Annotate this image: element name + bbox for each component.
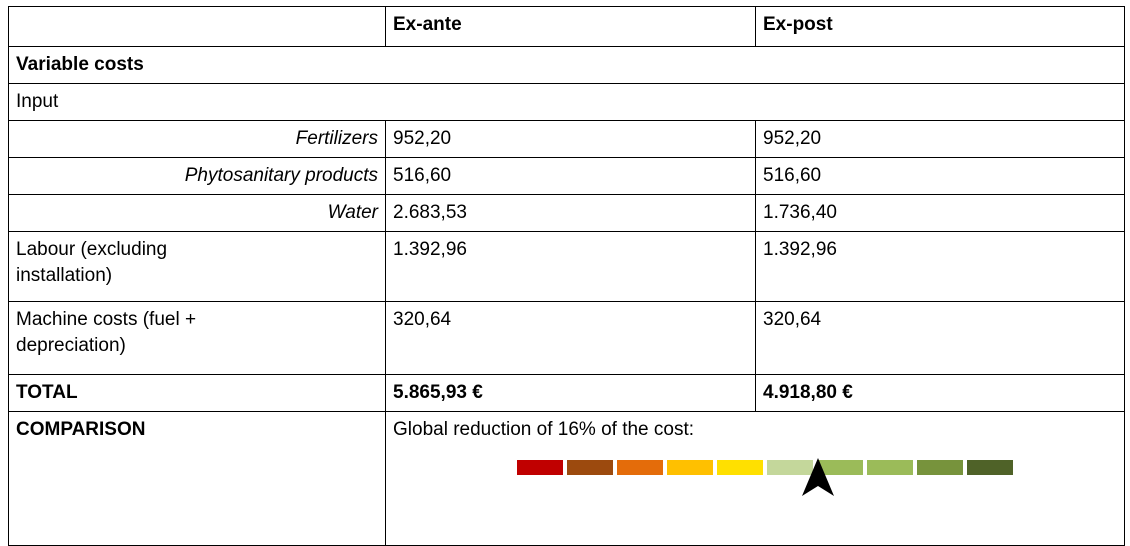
row-label: Machine costs (fuel + depreciation) [8, 301, 386, 375]
row-label: Fertilizers [8, 120, 386, 158]
column-header: Ex-ante [385, 6, 756, 47]
comparison-row: COMPARISON Global reduction of 16% of th… [8, 411, 1125, 546]
cell: 952,20 [385, 120, 756, 158]
row: Phytosanitary products 516,60 516,60 [8, 157, 1125, 195]
scale-segment [717, 460, 763, 475]
cell: 4.918,80 € [755, 374, 1125, 412]
cell: 952,20 [755, 120, 1125, 158]
section-row: Variable costs [8, 46, 1125, 84]
row: Fertilizers 952,20 952,20 [8, 120, 1125, 158]
group-row: Input [8, 83, 1125, 121]
scale-segment [817, 460, 863, 475]
row-label: TOTAL [8, 374, 386, 412]
cell: 320,64 [385, 301, 756, 375]
cell: 516,60 [385, 157, 756, 195]
scale-segment [517, 460, 563, 475]
row-label-text: Machine costs (fuel + depreciation) [16, 309, 197, 356]
scale-segment [967, 460, 1013, 475]
arrow-head [802, 458, 834, 496]
cost-table: Ex-ante Ex-post Variable costs Input Fer… [8, 6, 1125, 546]
row-label: Phytosanitary products [8, 157, 386, 195]
cell: 1.736,40 [755, 194, 1125, 232]
comparison-text: Global reduction of 16% of the cost: [385, 411, 1125, 546]
row-label-text: Labour (excluding installation) [16, 239, 168, 286]
column-header: Ex-post [755, 6, 1125, 47]
row: Labour (excluding installation) 1.392,96… [8, 231, 1125, 302]
row-label: Labour (excluding installation) [8, 231, 386, 302]
scale-segment [867, 460, 913, 475]
cell: 516,60 [755, 157, 1125, 195]
cell: 1.392,96 [755, 231, 1125, 302]
section-label: Variable costs [8, 46, 1125, 84]
scale-segment [767, 460, 813, 475]
empty-cell [8, 6, 386, 47]
cell: 1.392,96 [385, 231, 756, 302]
scale-segment [917, 460, 963, 475]
scale-segment [667, 460, 713, 475]
scale-segment [567, 460, 613, 475]
page: Ex-ante Ex-post Variable costs Input Fer… [8, 6, 1125, 546]
total-row: TOTAL 5.865,93 € 4.918,80 € [8, 374, 1125, 412]
row: Machine costs (fuel + depreciation) 320,… [8, 301, 1125, 375]
scale-arrow [802, 458, 834, 496]
row-label: COMPARISON [8, 411, 386, 546]
header-row: Ex-ante Ex-post [8, 6, 1125, 47]
row-label: Water [8, 194, 386, 232]
scale-segment [617, 460, 663, 475]
group-label: Input [8, 83, 1125, 121]
cell: 2.683,53 [385, 194, 756, 232]
cell: 320,64 [755, 301, 1125, 375]
row: Water 2.683,53 1.736,40 [8, 194, 1125, 232]
cell: 5.865,93 € [385, 374, 756, 412]
